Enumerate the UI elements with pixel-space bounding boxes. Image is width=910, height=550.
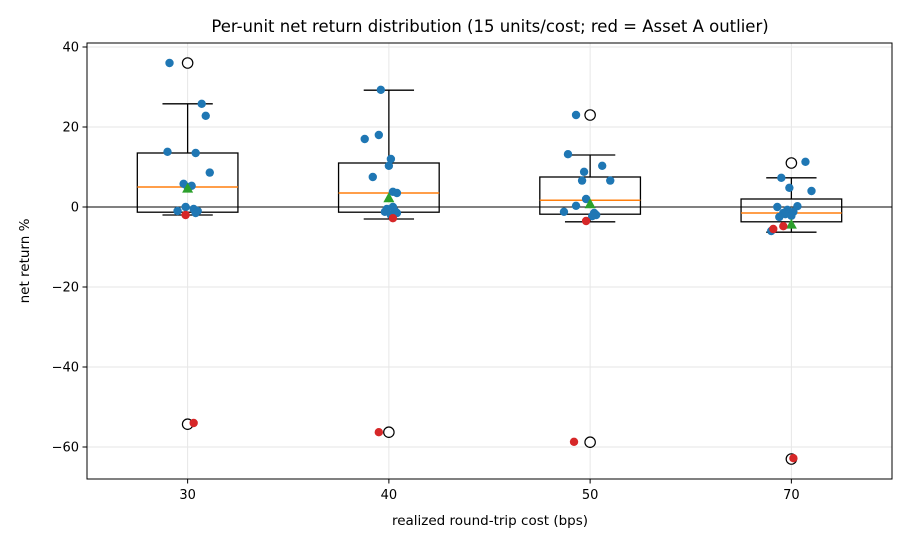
mean-marker bbox=[182, 182, 194, 193]
x-axis-label: realized round-trip cost (bps) bbox=[392, 513, 588, 529]
unit-point bbox=[197, 99, 206, 109]
flier-marker bbox=[383, 426, 395, 438]
y-axis-ticks: 40 20 0 −20 −40 −60 bbox=[52, 41, 87, 456]
asset-a-point bbox=[374, 428, 384, 437]
x-tick-label: 30 bbox=[179, 488, 196, 503]
unit-point bbox=[360, 134, 369, 144]
unit-point bbox=[775, 212, 784, 222]
unit-point bbox=[386, 154, 396, 164]
asset-a-point bbox=[789, 454, 798, 463]
mean-marker bbox=[785, 218, 797, 229]
chart-title: Per-unit net return distribution (15 uni… bbox=[211, 17, 768, 36]
y-tick-label: −60 bbox=[52, 441, 79, 456]
asset-a-point bbox=[569, 437, 579, 446]
y-tick-label: −40 bbox=[52, 361, 79, 376]
x-tick-label: 70 bbox=[783, 488, 800, 503]
unit-point bbox=[577, 176, 587, 185]
unit-point bbox=[384, 161, 394, 170]
y-tick-label: −20 bbox=[52, 281, 79, 296]
unit-point bbox=[563, 150, 573, 159]
mean-marker bbox=[584, 198, 596, 209]
mean-marker bbox=[383, 192, 395, 203]
unit-point bbox=[598, 161, 607, 170]
unit-point bbox=[777, 173, 786, 182]
unit-point bbox=[587, 212, 597, 221]
unit-point bbox=[807, 186, 816, 196]
unit-point bbox=[579, 167, 589, 176]
unit-point bbox=[205, 168, 214, 177]
unit-point bbox=[559, 207, 569, 216]
x-tick-label: 40 bbox=[381, 488, 398, 503]
unit-point bbox=[801, 157, 810, 166]
asset-a-point bbox=[779, 222, 788, 231]
unit-point bbox=[368, 172, 377, 182]
plot-frame bbox=[86, 42, 893, 480]
unit-point bbox=[163, 147, 172, 156]
unit-point bbox=[571, 201, 581, 210]
flier-marker bbox=[584, 436, 596, 448]
flier-marker bbox=[181, 57, 194, 69]
unit-point bbox=[191, 148, 200, 158]
flier-marker bbox=[584, 109, 596, 121]
unit-point bbox=[571, 110, 581, 120]
unit-point bbox=[606, 176, 615, 185]
unit-point bbox=[201, 111, 210, 121]
unit-point bbox=[392, 188, 402, 198]
y-tick-label: 0 bbox=[71, 201, 79, 216]
y-axis-label: net return % bbox=[17, 218, 33, 303]
unit-point bbox=[165, 58, 174, 68]
x-tick-label: 50 bbox=[582, 488, 599, 503]
unit-point bbox=[376, 85, 386, 95]
unit-point bbox=[773, 202, 782, 212]
unit-point bbox=[374, 130, 384, 140]
asset-a-point bbox=[769, 224, 778, 234]
unit-point bbox=[173, 206, 182, 216]
unit-point bbox=[181, 202, 190, 212]
unit-point bbox=[191, 208, 200, 218]
asset-a-point bbox=[581, 216, 591, 226]
unit-point bbox=[785, 183, 794, 192]
asset-a-point bbox=[181, 210, 190, 220]
x-axis-ticks: 30 40 50 70 bbox=[179, 479, 800, 503]
y-tick-label: 20 bbox=[62, 121, 79, 136]
points-layer bbox=[163, 58, 816, 463]
unit-point bbox=[581, 194, 591, 204]
y-tick-label: 40 bbox=[62, 41, 79, 56]
unit-point bbox=[787, 211, 796, 220]
asset-a-point bbox=[189, 418, 198, 428]
flier-marker bbox=[785, 157, 798, 169]
asset-a-point bbox=[388, 214, 398, 223]
